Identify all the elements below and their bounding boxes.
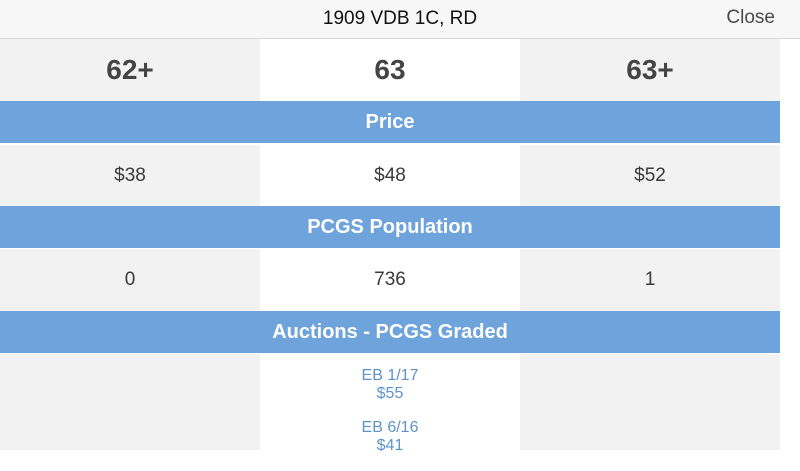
auctions-cell-63: EB 1/17 $55 EB 6/16 $41	[260, 354, 520, 454]
population-row: 0 736 1	[0, 249, 780, 311]
auctions-section-header: Auctions - PCGS Graded	[0, 311, 780, 353]
auction-event: EB 1/17	[361, 367, 419, 384]
price-cell-63plus: $52	[520, 145, 780, 207]
price-section-header: Price	[0, 101, 780, 143]
price-cell-63: $48	[260, 145, 520, 207]
population-cell-63plus: 1	[520, 249, 780, 311]
population-cell-62plus: 0	[0, 249, 260, 311]
page-title: 1909 VDB 1C, RD	[322, 8, 478, 29]
price-cell-62plus: $38	[0, 145, 260, 207]
auction-event: EB 6/16	[361, 419, 419, 436]
auction-link[interactable]: EB 1/17 $55	[362, 367, 419, 403]
grade-cell-62plus: 62+	[0, 39, 260, 101]
grade-cell-63: 63	[260, 39, 520, 101]
auction-price: $55	[376, 385, 404, 402]
auctions-cell-63plus	[520, 354, 780, 450]
close-button[interactable]: Close	[726, 7, 775, 28]
auction-price: $41	[376, 437, 404, 454]
auctions-cell-62plus	[0, 354, 260, 450]
grade-cell-63plus: 63+	[520, 39, 780, 101]
price-row: $38 $48 $52	[0, 145, 780, 207]
top-bar: 1909 VDB 1C, RD Close	[0, 0, 800, 39]
population-section-header: PCGS Population	[0, 206, 780, 248]
auction-list: EB 1/17 $55 EB 6/16 $41	[362, 354, 419, 471]
auctions-row: EB 1/17 $55 EB 6/16 $41	[0, 354, 780, 454]
population-cell-63: 736	[260, 249, 520, 311]
grade-header-row: 62+ 63 63+	[0, 39, 780, 101]
